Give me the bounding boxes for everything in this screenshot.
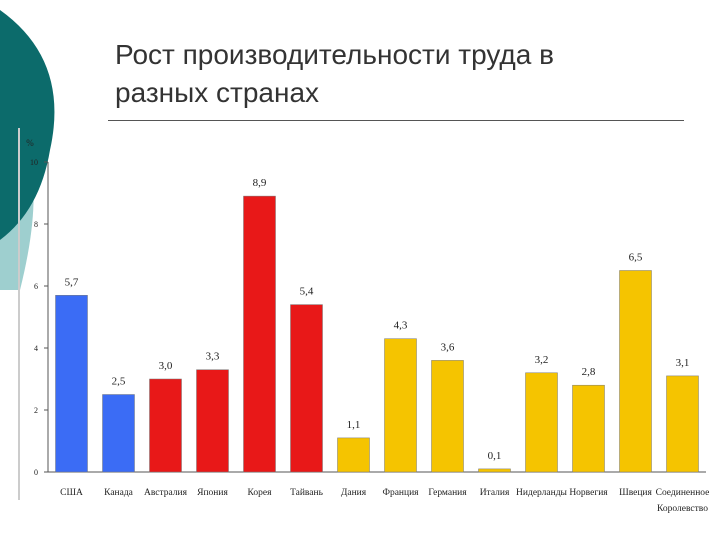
- value-label: 4,3: [394, 320, 408, 332]
- value-label: 5,4: [300, 286, 314, 298]
- y-tick-label: 0: [34, 468, 38, 477]
- value-label: 2,5: [112, 376, 126, 388]
- bar-chart: % 0 2 4 6 8 10 5,7 2,5 3,0 3,3 8,9 5,4 1,1 4,3 3,6 0,1…: [18, 128, 709, 514]
- value-label: 3,2: [535, 354, 549, 366]
- slide-title-line1: Рост производительности труда в: [115, 39, 554, 70]
- decor-arc-dark: [0, 10, 55, 240]
- category-label: Нидерланды: [516, 488, 567, 498]
- category-label: Канада: [104, 488, 134, 498]
- slide-decoration: [0, 10, 55, 290]
- bar: [149, 378, 182, 473]
- bar: [196, 369, 229, 473]
- value-label: 3,1: [676, 357, 690, 369]
- category-label: Австралия: [144, 488, 188, 498]
- value-label: 3,6: [441, 341, 455, 353]
- value-label: 6,5: [629, 252, 643, 264]
- value-label: 2,8: [582, 366, 596, 378]
- value-label: 3,3: [206, 351, 220, 363]
- category-label: Германия: [428, 488, 467, 498]
- category-label: Королевство: [657, 504, 708, 514]
- y-tick-label: 8: [34, 220, 38, 229]
- category-label: Дания: [341, 488, 367, 498]
- y-tick-label: 4: [34, 344, 38, 353]
- category-label: Соединенное: [656, 488, 710, 498]
- bar: [572, 384, 605, 473]
- category-label: Корея: [248, 488, 273, 498]
- y-tick-label: 2: [34, 406, 38, 415]
- bar: [525, 372, 558, 473]
- bar: [55, 295, 88, 473]
- bar: [478, 468, 511, 473]
- value-labels: 5,7 2,5 3,0 3,3 8,9 5,4 1,1 4,3 3,6 0,1 3,2 2,8 6,5 3…: [65, 177, 690, 462]
- value-label: 3,0: [159, 360, 173, 372]
- bar: [666, 375, 699, 473]
- y-tick-label: 10: [30, 158, 38, 167]
- category-label: Тайвань: [290, 487, 324, 498]
- bar: [384, 338, 417, 473]
- y-axis-ticks: 0 2 4 6 8 10: [30, 158, 48, 477]
- y-tick-label: 6: [34, 282, 38, 291]
- bar: [619, 270, 652, 473]
- category-label: Норвегия: [569, 488, 608, 498]
- category-label: Италия: [480, 488, 510, 498]
- value-label: 1,1: [347, 419, 361, 431]
- category-label: Япония: [197, 488, 228, 498]
- category-labels: США Канада Австралия Япония Корея Тайвань Дани…: [60, 487, 709, 514]
- value-label: 8,9: [253, 177, 267, 189]
- title-underline: [108, 120, 684, 121]
- y-axis-unit-label: %: [26, 138, 34, 148]
- bar: [243, 195, 276, 473]
- category-label: США: [60, 488, 83, 498]
- slide-title: Рост производительности труда в разных с…: [115, 36, 675, 112]
- value-label: 0,1: [488, 450, 502, 462]
- bar: [431, 360, 464, 473]
- value-label: 5,7: [65, 276, 79, 288]
- bar: [102, 394, 135, 473]
- category-label: Швеция: [619, 488, 652, 498]
- category-label: Франция: [382, 488, 419, 498]
- bar: [337, 437, 370, 473]
- bars: [55, 195, 699, 473]
- chart-frame-left-edge: [18, 128, 20, 500]
- slide-title-line2: разных странах: [115, 77, 320, 108]
- bar: [290, 304, 323, 473]
